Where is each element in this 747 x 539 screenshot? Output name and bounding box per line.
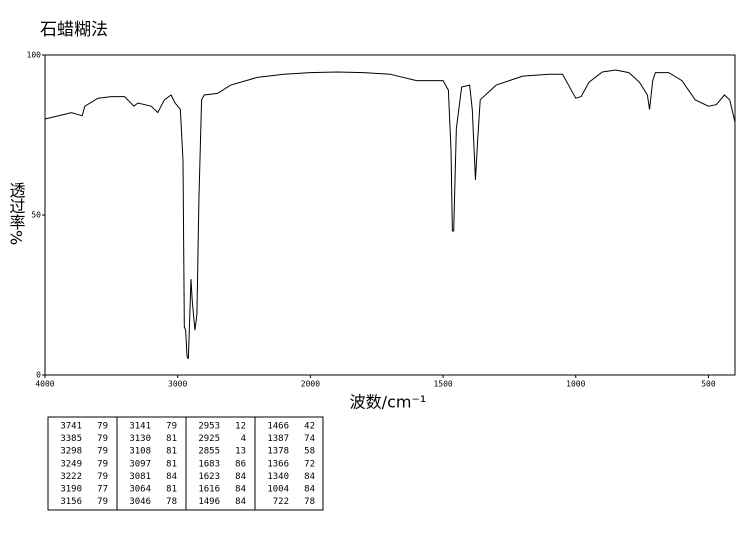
peak-wavenumber: 3046 (129, 497, 151, 507)
peak-transmittance: 78 (166, 497, 177, 507)
peak-wavenumber: 2855 (198, 447, 220, 457)
peak-transmittance: 84 (235, 472, 246, 482)
peak-transmittance: 79 (97, 434, 108, 444)
y-tick-label: 50 (31, 211, 41, 220)
peak-transmittance: 12 (235, 422, 246, 432)
peak-wavenumber: 3156 (60, 497, 82, 507)
x-tick-label: 1500 (433, 380, 452, 389)
y-axis-label: 透过率% (7, 182, 26, 245)
peak-wavenumber: 3081 (129, 472, 151, 482)
peak-transmittance: 84 (304, 472, 315, 482)
peak-transmittance: 84 (235, 485, 246, 495)
plot-frame (44, 54, 736, 376)
peak-transmittance: 78 (304, 497, 315, 507)
peak-wavenumber: 722 (273, 497, 289, 507)
peak-wavenumber: 1366 (267, 459, 289, 469)
peak-wavenumber: 1387 (267, 434, 289, 444)
peak-wavenumber: 3190 (60, 485, 82, 495)
peak-transmittance: 79 (97, 447, 108, 457)
peak-wavenumber: 3385 (60, 434, 82, 444)
peak-transmittance: 13 (235, 447, 246, 457)
peak-wavenumber: 3130 (129, 434, 151, 444)
peak-transmittance: 81 (166, 485, 177, 495)
peak-transmittance: 77 (97, 485, 108, 495)
peak-transmittance: 42 (304, 422, 315, 432)
peak-transmittance: 79 (166, 422, 177, 432)
x-tick-label: 1000 (566, 380, 585, 389)
peak-wavenumber: 3298 (60, 447, 82, 457)
peak-transmittance: 58 (304, 447, 315, 457)
peak-wavenumber: 1616 (198, 485, 220, 495)
peak-wavenumber: 1466 (267, 422, 289, 432)
peak-wavenumber: 1004 (267, 485, 289, 495)
peak-transmittance: 72 (304, 459, 315, 469)
peak-transmittance: 81 (166, 459, 177, 469)
peak-wavenumber: 3222 (60, 472, 82, 482)
peak-transmittance: 79 (97, 472, 108, 482)
peak-wavenumber: 1378 (267, 447, 289, 457)
peak-wavenumber: 2953 (198, 422, 220, 432)
peak-wavenumber: 3108 (129, 447, 151, 457)
peak-transmittance: 84 (304, 485, 315, 495)
peak-wavenumber: 3741 (60, 422, 82, 432)
peak-wavenumber: 2925 (198, 434, 220, 444)
peak-wavenumber: 3064 (129, 485, 151, 495)
peak-transmittance: 84 (166, 472, 177, 482)
x-tick-label: 4000 (35, 380, 54, 389)
peak-wavenumber: 1683 (198, 459, 220, 469)
peak-transmittance: 79 (97, 422, 108, 432)
peak-transmittance: 79 (97, 497, 108, 507)
peak-wavenumber: 3141 (129, 422, 151, 432)
x-tick-label: 2000 (301, 380, 320, 389)
peak-transmittance: 86 (235, 459, 246, 469)
peak-transmittance: 81 (166, 447, 177, 457)
x-tick-label: 500 (701, 380, 716, 389)
peak-wavenumber: 1340 (267, 472, 289, 482)
peak-wavenumber: 1623 (198, 472, 220, 482)
y-tick-label: 0 (36, 371, 41, 380)
x-axis-label: 波数/cm⁻¹ (350, 393, 427, 412)
chart-title: 石蜡糊法 (40, 20, 108, 40)
peak-wavenumber: 3249 (60, 459, 82, 469)
peak-transmittance: 84 (235, 497, 246, 507)
peak-wavenumber: 1496 (198, 497, 220, 507)
peak-transmittance: 4 (241, 434, 246, 444)
peak-transmittance: 74 (304, 434, 315, 444)
x-tick-label: 3000 (168, 380, 187, 389)
peak-transmittance: 81 (166, 434, 177, 444)
y-tick-label: 100 (27, 51, 42, 60)
peak-wavenumber: 3097 (129, 459, 151, 469)
peak-transmittance: 79 (97, 459, 108, 469)
spectrum-line (44, 69, 736, 360)
